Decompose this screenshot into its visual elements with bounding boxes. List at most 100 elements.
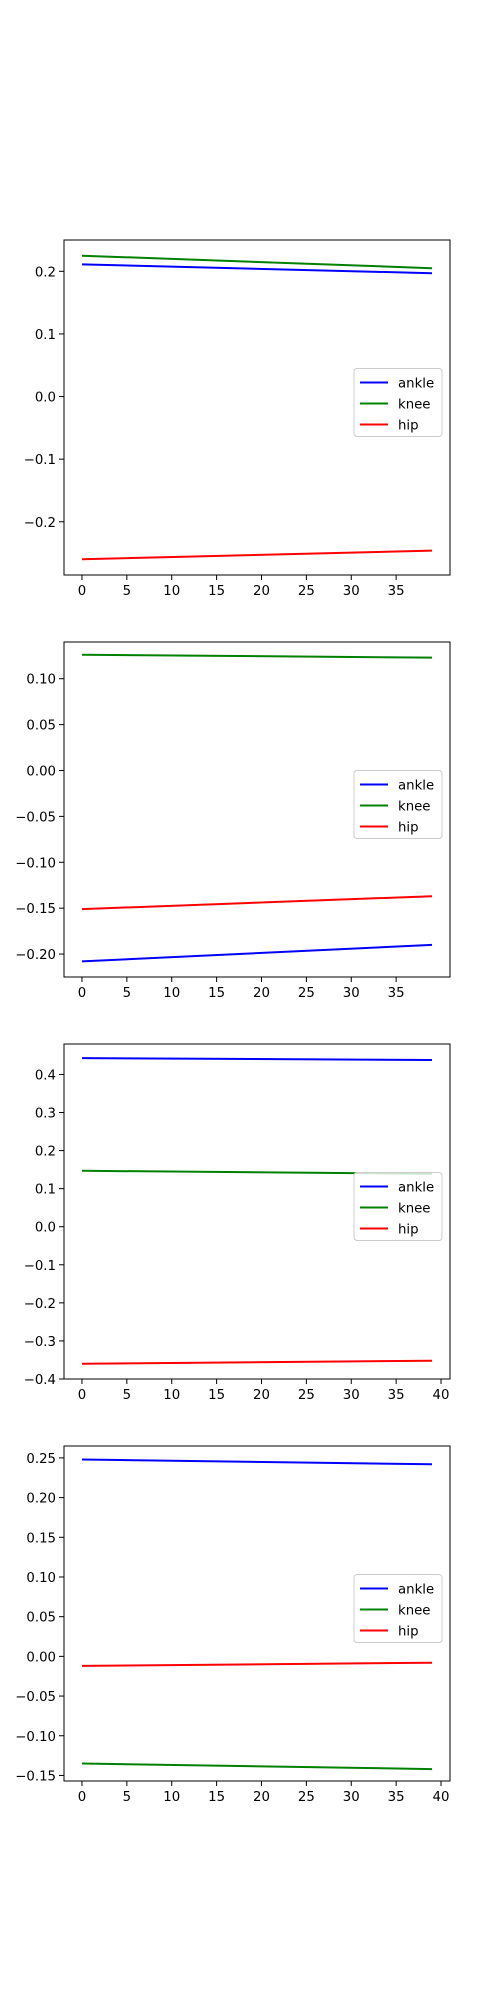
x-tick-label: 20 xyxy=(253,1388,270,1403)
y-tick-label: 0.2 xyxy=(35,265,56,280)
x-tick-label: 35 xyxy=(388,584,405,599)
y-tick-label: 0.00 xyxy=(26,764,56,779)
y-tick-label: 0.00 xyxy=(26,1650,56,1665)
axes-frame xyxy=(63,1445,451,1782)
legend: ankle knee hip xyxy=(353,368,443,437)
y-tick-label: −0.10 xyxy=(15,1730,56,1745)
series-line-hip xyxy=(81,1359,433,1365)
legend-label-ankle: ankle xyxy=(398,779,434,794)
x-tick-label: 35 xyxy=(388,1388,405,1403)
legend-frame xyxy=(353,368,443,437)
axes-frame xyxy=(63,239,451,576)
series-line-hip xyxy=(81,1661,433,1667)
legend-frame xyxy=(353,1574,443,1643)
legend-label-knee: knee xyxy=(398,398,431,413)
y-tick-label: −0.1 xyxy=(24,453,56,468)
legend-label-hip: hip xyxy=(398,419,419,434)
y-tick-label: 0.3 xyxy=(35,1107,56,1122)
x-tick-label: 0 xyxy=(78,986,86,1001)
x-tick-label: 0 xyxy=(78,584,86,599)
legend-label-hip: hip xyxy=(398,1625,419,1640)
chart-panel-1: 0 5 10 15 20 25 30 35 −0.2 −0.1 0.0 0.1 0.2 ankle knee… xyxy=(24,239,451,599)
series-line-knee xyxy=(81,653,433,659)
x-tick-label: 25 xyxy=(298,584,315,599)
series-line-hip xyxy=(81,895,433,911)
x-tick-label: 20 xyxy=(253,986,270,1001)
legend: ankle knee hip xyxy=(353,1172,443,1241)
y-tick-label: 0.10 xyxy=(26,1571,56,1586)
x-tick-label: 40 xyxy=(433,1790,450,1805)
y-tick-label: 0.05 xyxy=(26,1611,56,1626)
chart-panel-2: 0 5 10 15 20 25 30 35 −0.20 −0.15 −0.10 −0.05 0.00 0.… xyxy=(15,641,451,1001)
y-tick-label: −0.2 xyxy=(24,516,56,531)
x-tick-label: 5 xyxy=(123,1388,131,1403)
x-tick-label: 20 xyxy=(253,1790,270,1805)
series-line-ankle xyxy=(81,1057,433,1061)
y-tick-label: 0.1 xyxy=(35,1183,56,1198)
legend-label-knee: knee xyxy=(398,800,431,815)
x-tick-label: 35 xyxy=(388,1790,405,1805)
x-tick-label: 5 xyxy=(123,1790,131,1805)
legend-frame xyxy=(353,770,443,839)
x-tick-label: 25 xyxy=(298,986,315,1001)
y-tick-label: 0.2 xyxy=(35,1145,56,1160)
y-tick-label: 0.20 xyxy=(26,1492,56,1507)
x-tick-label: 30 xyxy=(343,986,360,1001)
legend-label-ankle: ankle xyxy=(398,1583,434,1598)
series-line-hip xyxy=(81,549,433,561)
x-tick-label: 20 xyxy=(253,584,270,599)
y-tick-label: 0.0 xyxy=(35,391,56,406)
series-line-ankle xyxy=(81,943,433,963)
y-tick-label: 0.25 xyxy=(26,1452,56,1467)
y-tick-label: −0.20 xyxy=(15,948,56,963)
legend-frame xyxy=(353,1172,443,1241)
y-tick-label: −0.05 xyxy=(15,810,56,825)
y-tick-label: −0.05 xyxy=(15,1690,56,1705)
axes-frame xyxy=(63,1043,451,1380)
x-tick-label: 10 xyxy=(163,584,180,599)
x-tick-label: 5 xyxy=(123,584,131,599)
x-tick-label: 10 xyxy=(163,1790,180,1805)
y-tick-label: 0.4 xyxy=(35,1068,56,1083)
legend-label-knee: knee xyxy=(398,1604,431,1619)
y-tick-label: 0.15 xyxy=(26,1531,56,1546)
y-tick-label: −0.10 xyxy=(15,856,56,871)
x-tick-label: 10 xyxy=(163,1388,180,1403)
chart-panel-4: 0 5 10 15 20 25 30 35 40 −0.15 −0.10 −0.05 0.00 0.05 0… xyxy=(15,1445,451,1805)
legend-label-hip: hip xyxy=(398,1223,419,1238)
legend: ankle knee hip xyxy=(353,770,443,839)
legend: ankle knee hip xyxy=(353,1574,443,1643)
y-tick-label: 0.1 xyxy=(35,328,56,343)
legend-label-ankle: ankle xyxy=(398,1181,434,1196)
x-tick-label: 5 xyxy=(123,986,131,1001)
y-tick-label: 0.0 xyxy=(35,1221,56,1236)
x-tick-label: 35 xyxy=(388,986,405,1001)
y-tick-label: −0.3 xyxy=(24,1335,56,1350)
series-line-knee xyxy=(81,254,433,270)
y-tick-label: −0.4 xyxy=(24,1373,56,1388)
y-tick-label: 0.10 xyxy=(26,673,56,688)
x-tick-label: 30 xyxy=(343,1388,360,1403)
axes-frame xyxy=(63,641,451,978)
y-tick-label: 0.05 xyxy=(26,719,56,734)
legend-label-hip: hip xyxy=(398,821,419,836)
x-tick-label: 25 xyxy=(298,1790,315,1805)
legend-label-knee: knee xyxy=(398,1202,431,1217)
y-tick-label: −0.15 xyxy=(15,1769,56,1784)
x-tick-label: 15 xyxy=(208,1388,225,1403)
x-tick-label: 30 xyxy=(343,584,360,599)
x-tick-label: 15 xyxy=(208,584,225,599)
x-tick-label: 30 xyxy=(343,1790,360,1805)
x-tick-label: 15 xyxy=(208,986,225,1001)
y-tick-label: −0.15 xyxy=(15,902,56,917)
y-tick-label: −0.2 xyxy=(24,1297,56,1312)
x-tick-label: 25 xyxy=(298,1388,315,1403)
x-tick-label: 0 xyxy=(78,1388,86,1403)
chart-panel-3: 0 5 10 15 20 25 30 35 40 −0.4 −0.3 −0.2 −0.1 0.0 0.1 0.… xyxy=(24,1043,451,1403)
x-tick-label: 10 xyxy=(163,986,180,1001)
legend-label-ankle: ankle xyxy=(398,377,434,392)
series-line-ankle xyxy=(81,263,433,275)
y-tick-label: −0.1 xyxy=(24,1259,56,1274)
series-line-ankle xyxy=(81,1458,433,1466)
